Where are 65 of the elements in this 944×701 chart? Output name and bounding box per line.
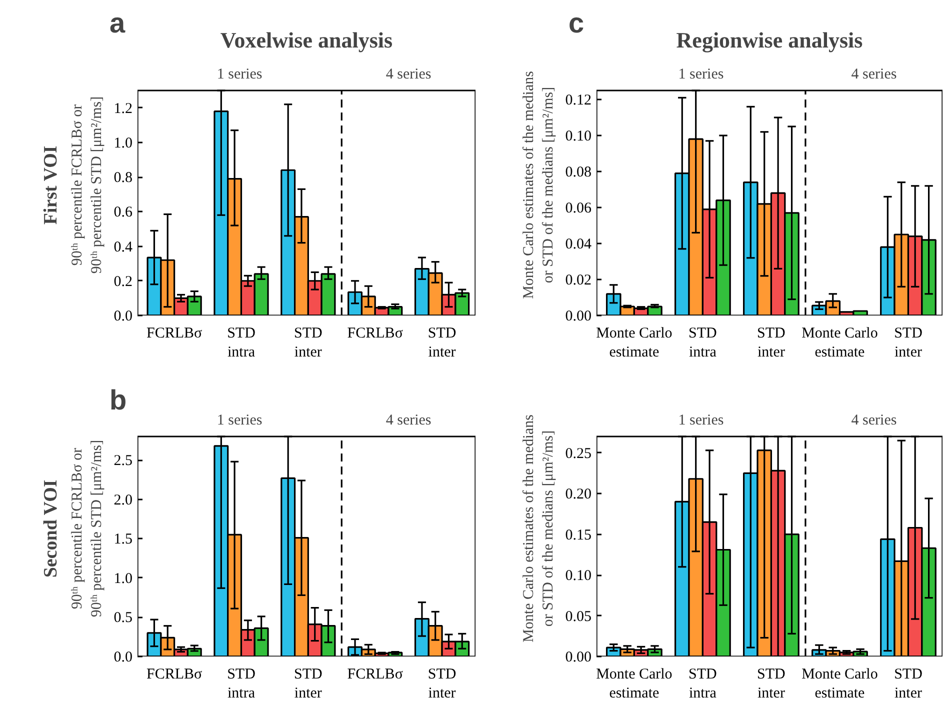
x-tick-label: STD inter bbox=[428, 326, 456, 361]
y-tick-label: 0.5 bbox=[114, 610, 132, 626]
text: Second VOI bbox=[40, 480, 62, 578]
text: 1 series bbox=[216, 66, 262, 82]
text: Regionwise analysis bbox=[676, 28, 864, 52]
y-tick-label: 0.4 bbox=[114, 239, 133, 256]
y-axis-title: Monte Carlo estimates of the medians or STD of the medians [μm²/ms] bbox=[521, 414, 556, 642]
y-tick-label: 0.6 bbox=[114, 204, 133, 221]
y-tick-label: 1.2 bbox=[114, 100, 132, 117]
x-tick-label: STD intra bbox=[227, 326, 256, 361]
x-tick-label: STD inter bbox=[757, 326, 786, 361]
y-tick-label: 0.08 bbox=[565, 164, 592, 180]
x-tick-label: STD inter bbox=[294, 326, 323, 361]
chart-title: a bbox=[110, 8, 126, 38]
chart-title: c bbox=[568, 8, 584, 38]
y-tick-label: 1.0 bbox=[114, 135, 132, 152]
y-axis-title: 90ᵗʰ percentile FCRLBσ or 90ᵗʰ percentile STD [μm²/ms] bbox=[70, 96, 105, 274]
y-tick-label: 0.15 bbox=[565, 527, 592, 544]
x-tick-label: STD intra bbox=[688, 666, 718, 701]
x-tick-label: STD inter bbox=[428, 666, 456, 701]
y-axis-title: Monte Carlo estimates of the medians or STD of the medians [μm²/ms] bbox=[521, 70, 556, 299]
y-tick-label: 0.12 bbox=[565, 92, 592, 108]
x-tick-label: FCRLBσ bbox=[146, 666, 202, 682]
x-tick-label: STD inter bbox=[894, 666, 923, 701]
text: 4 series bbox=[386, 412, 432, 428]
y-tick-label: 0.02 bbox=[565, 272, 592, 288]
y-tick-label: 0.10 bbox=[565, 568, 592, 584]
text: First VOI bbox=[40, 146, 62, 225]
text: 4 series bbox=[851, 66, 897, 82]
y-axis-title: 90ᵗʰ percentile FCRLBσ or 90ᵗʰ percentile STD [μm²/ms] bbox=[70, 440, 105, 618]
text: 4 series bbox=[386, 66, 432, 82]
y-tick-label: 0.0 bbox=[114, 308, 132, 324]
y-tick-label: 0.00 bbox=[565, 308, 592, 324]
x-tick-label: Monte Carlo estimate bbox=[596, 666, 672, 701]
y-tick-label: 2.5 bbox=[114, 453, 132, 470]
x-tick-label: STD inter bbox=[294, 666, 323, 701]
x-tick-label: Monte Carlo estimate bbox=[802, 666, 878, 701]
x-tick-label: FCRLBσ bbox=[146, 326, 202, 342]
y-tick-label: 0.8 bbox=[114, 170, 132, 186]
y-tick-label: 0.06 bbox=[565, 200, 592, 216]
x-tick-label: Monte Carlo estimate bbox=[802, 326, 878, 361]
y-tick-label: 1.0 bbox=[114, 570, 132, 587]
chart-title: b bbox=[110, 384, 127, 416]
text: 4 series bbox=[851, 412, 897, 428]
y-tick-label: 0.10 bbox=[565, 128, 592, 144]
x-tick-label: FCRLBσ bbox=[347, 326, 403, 342]
x-tick-label: Monte Carlo estimate bbox=[596, 326, 672, 361]
x-tick-label: STD inter bbox=[757, 666, 786, 701]
y-tick-label: 2.0 bbox=[114, 492, 132, 508]
text: Voxelwise analysis bbox=[220, 28, 394, 52]
x-tick-label: STD inter bbox=[894, 326, 923, 361]
y-tick-label: 0.2 bbox=[114, 274, 132, 290]
x-tick-label: STD intra bbox=[688, 326, 718, 361]
y-tick-label: 0.20 bbox=[565, 486, 592, 503]
text: 1 series bbox=[216, 412, 262, 428]
y-tick-label: 0.04 bbox=[565, 236, 592, 252]
y-tick-label: 0.05 bbox=[565, 608, 592, 625]
y-tick-label: 0.00 bbox=[565, 650, 592, 666]
text: 1 series bbox=[678, 66, 724, 82]
x-tick-label: STD intra bbox=[227, 666, 256, 701]
y-tick-label: 1.5 bbox=[114, 532, 132, 548]
y-tick-label: 0.25 bbox=[565, 446, 592, 462]
text: 1 series bbox=[678, 412, 724, 428]
y-tick-label: 0.0 bbox=[114, 650, 132, 666]
x-tick-label: FCRLBσ bbox=[347, 666, 403, 682]
